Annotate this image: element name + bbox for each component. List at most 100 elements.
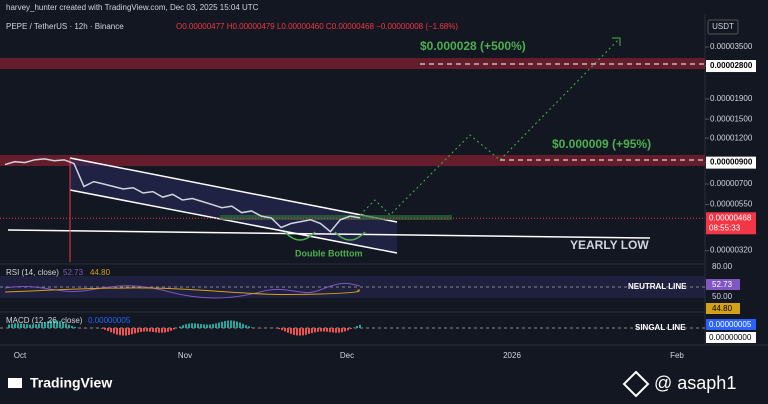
macd-bar <box>185 324 187 328</box>
macd-histogram <box>8 320 361 336</box>
macd-bar <box>41 322 43 328</box>
channel-top <box>69 157 398 223</box>
rsi-line <box>4 282 361 299</box>
rsi-signal-box-value: 44.80 <box>712 304 733 313</box>
macd-bar <box>110 328 112 333</box>
target-low: $0.000009 (+95%) <box>552 137 651 151</box>
rsi-signal-box <box>706 303 740 314</box>
binance-logo <box>622 370 650 398</box>
macd-bar <box>47 321 49 328</box>
macd-value: 0.00000005 <box>88 316 131 325</box>
macd-bar <box>290 328 292 334</box>
macd-bar <box>164 328 166 333</box>
brand-logo <box>8 378 22 388</box>
x-tick-label: Dec <box>340 351 354 360</box>
macd-bar <box>17 323 19 328</box>
y-tick-label: 0.00002800 <box>710 61 753 70</box>
macd-bar <box>179 326 181 328</box>
macd-bar <box>11 323 13 328</box>
macd-bar <box>209 324 211 328</box>
rsi-box <box>706 279 740 290</box>
resistance-zone <box>0 58 705 69</box>
rsi-value: 52.73 <box>63 268 84 277</box>
macd-bar <box>206 324 208 328</box>
tick-highlight <box>706 60 756 73</box>
yearly-low-line <box>7 229 651 239</box>
macd-bar <box>221 321 223 328</box>
macd-bar <box>299 328 301 336</box>
support-zone <box>220 215 452 220</box>
double-bottom <box>284 231 366 241</box>
macd-bar <box>161 328 163 333</box>
rsi-box-value: 52.73 <box>712 280 733 289</box>
macd-bar <box>140 328 142 332</box>
macd-bar <box>308 328 310 334</box>
macd-bar <box>227 320 229 328</box>
macd-bar <box>44 321 46 328</box>
y-tick-label: 0.00000550 <box>710 200 753 209</box>
macd-bar <box>155 328 157 333</box>
macd-bar <box>212 324 214 328</box>
macd-bar <box>323 328 325 332</box>
y-tick-label: 0.00000700 <box>710 179 753 188</box>
y-tick-label: 0.00000320 <box>710 246 753 255</box>
neutral-label: NEUTRAL LINE <box>628 282 687 291</box>
channel <box>70 158 397 253</box>
macd-bar <box>305 328 307 335</box>
x-tick-label: 2026 <box>503 351 521 360</box>
resistance-zone <box>0 155 705 166</box>
macd-bar <box>149 328 151 332</box>
macd-box-value: 0.00000005 <box>709 320 752 329</box>
macd-zero-box <box>706 332 756 343</box>
y-tick-label: 0.00001200 <box>710 133 753 142</box>
last-price-box <box>706 212 756 235</box>
rsi-mid: 50.00 <box>712 292 733 301</box>
macd-bar <box>356 326 358 328</box>
brand: TradingView <box>30 375 112 391</box>
macd-bar <box>173 328 175 330</box>
signal-label: SINGAL LINE <box>635 323 686 332</box>
macd-bar <box>122 328 124 336</box>
macd-bar <box>188 323 190 328</box>
macd-bar <box>62 322 64 328</box>
macd-bar <box>20 323 22 328</box>
macd-bar <box>53 320 55 328</box>
macd-bar <box>65 323 67 328</box>
macd-bar <box>146 328 148 332</box>
macd-bar <box>245 325 247 328</box>
pattern: Double Botttom <box>295 248 363 258</box>
macd-bar <box>281 328 283 331</box>
macd-bar <box>239 322 241 328</box>
macd-bar <box>104 328 106 330</box>
macd-bar <box>143 328 145 332</box>
macd-bar <box>224 320 226 328</box>
x-tick-label: Feb <box>670 351 684 360</box>
x-tick-label: Oct <box>14 351 27 360</box>
price-line <box>4 158 361 233</box>
macd-bar <box>326 328 328 332</box>
macd-bar <box>353 327 355 328</box>
tick-highlight <box>706 156 756 169</box>
countdown: 08:55:33 <box>709 223 741 232</box>
last-price: 0.00000468 <box>709 213 752 222</box>
arrow-head <box>612 37 621 46</box>
macd-bar <box>203 324 205 328</box>
macd-bar <box>182 325 184 328</box>
macd-bar <box>320 328 322 332</box>
symbol: PEPE / TetherUS · 12h · Binance <box>6 22 124 31</box>
macd-bar <box>32 324 34 328</box>
macd-bar <box>68 324 70 328</box>
macd-bar <box>278 328 280 330</box>
macd-bar <box>125 328 127 336</box>
y-tick-label: 0.00000900 <box>710 158 753 167</box>
macd-bar <box>287 328 289 333</box>
macd-bar <box>113 328 115 334</box>
currency-box <box>707 19 739 35</box>
macd-bar <box>230 320 232 328</box>
macd-bar <box>218 322 220 328</box>
macd-bar <box>128 328 130 336</box>
macd-bar <box>26 324 28 328</box>
macd-bar <box>329 328 331 333</box>
macd-bar <box>191 323 193 328</box>
